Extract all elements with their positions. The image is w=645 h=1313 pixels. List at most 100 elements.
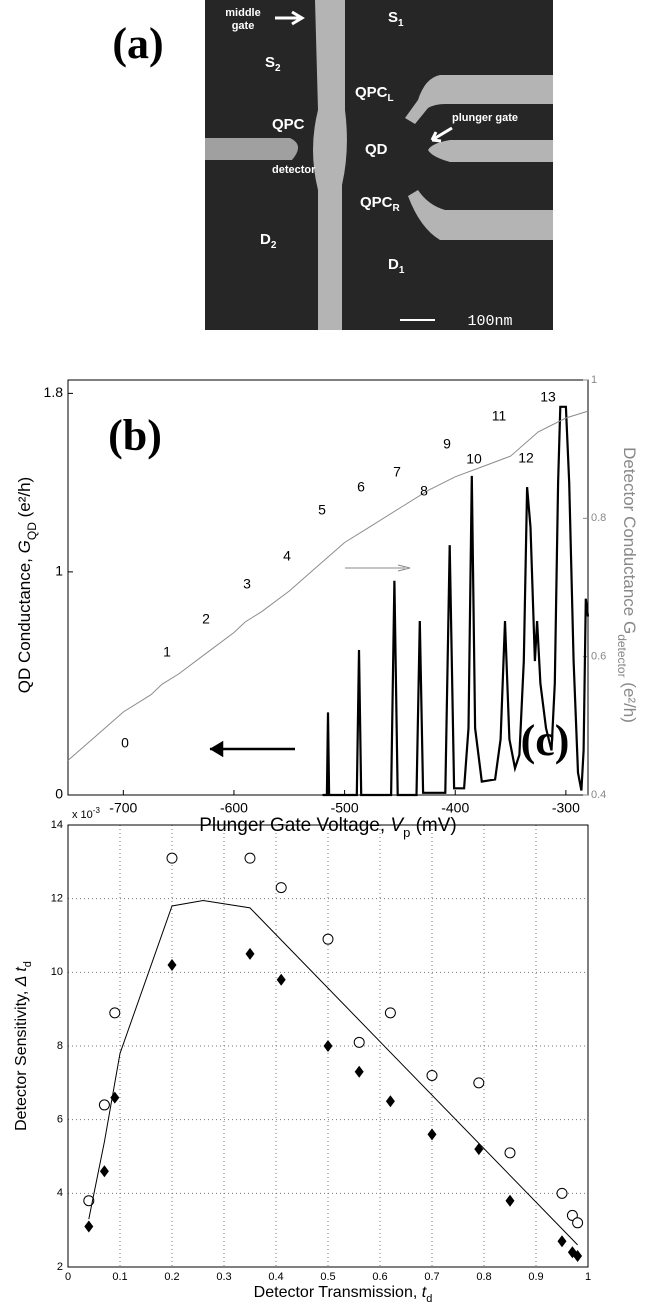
- annotation: 1: [163, 644, 171, 660]
- y2-axis-label-part: (e²/h): [620, 678, 639, 723]
- label: detector: [272, 164, 316, 176]
- x-axis-label-part: (mV): [410, 815, 456, 836]
- x-tick-label: -400: [441, 800, 469, 816]
- y-tick-label: 2: [57, 1261, 63, 1273]
- point: [557, 1235, 567, 1248]
- micrograph: [205, 0, 553, 330]
- point: [572, 1217, 584, 1229]
- point: [322, 933, 334, 945]
- point: [109, 1007, 121, 1019]
- lower-gate: [408, 190, 553, 240]
- y-axis-label-part: QD Conductance,: [15, 553, 34, 693]
- x-tick-label: 0.6: [372, 1271, 387, 1283]
- annotation: 10: [466, 451, 482, 467]
- label-part: S: [265, 54, 275, 71]
- label: middle: [225, 7, 260, 19]
- y-tick-label: 1.8: [44, 384, 64, 400]
- y-axis-label: QD Conductance, GQD (e²/h): [15, 477, 39, 693]
- x-axis-label-part: p: [403, 825, 410, 840]
- point: [473, 1077, 485, 1089]
- upper-gate: [405, 75, 553, 124]
- point: [99, 1165, 109, 1178]
- x-tick-label: 0: [65, 1271, 71, 1283]
- y-axis-label-part: Detector Sensitivity,: [13, 986, 30, 1131]
- fit-line: [88, 899, 578, 1246]
- y-tick-label: 6: [57, 1114, 63, 1126]
- label-part: 1: [398, 18, 404, 29]
- y-tick-label: 0: [55, 786, 63, 802]
- annotation: 2: [202, 611, 210, 627]
- point: [426, 1069, 438, 1081]
- arrow: [430, 126, 453, 143]
- y-tick-label: 14: [51, 819, 63, 831]
- x-axis-label: Plunger Gate Voltage, Vp (mV): [199, 815, 457, 840]
- plunger-gate-shape: [428, 140, 553, 162]
- series-line: [322, 405, 590, 797]
- label: D1: [388, 256, 405, 276]
- label-part: 2: [275, 63, 281, 74]
- y2-tick-label: 0.6: [591, 651, 606, 663]
- axis-exponent-part: -3: [93, 806, 101, 815]
- label-part: D: [388, 256, 399, 273]
- label: QPCR: [360, 194, 401, 214]
- label: QPC: [272, 116, 305, 133]
- y-tick-label: 1: [55, 563, 63, 579]
- plot-frame: [67, 824, 589, 1268]
- axis-exponent-part: x 10: [72, 809, 93, 821]
- annotation: 0: [121, 735, 129, 751]
- point: [276, 973, 286, 986]
- x-tick-label: -600: [220, 800, 248, 816]
- label-part: D: [260, 231, 271, 248]
- point: [98, 1099, 110, 1111]
- label: QD: [365, 141, 388, 158]
- arrow: [209, 740, 295, 758]
- label: gate: [232, 20, 255, 32]
- x-tick-label: 0.7: [424, 1271, 439, 1283]
- y-axis-label-part: Δ t: [13, 967, 30, 988]
- x-tick-label: 0.5: [320, 1271, 335, 1283]
- y-axis-label: Detector Sensitivity, Δ td: [13, 961, 34, 1131]
- point: [166, 852, 178, 864]
- annotation: 8: [420, 483, 428, 499]
- x-tick-label: 0.8: [476, 1271, 491, 1283]
- y-axis-label-part: (e²/h): [15, 477, 34, 522]
- point: [384, 1007, 396, 1019]
- label: QPCL: [355, 84, 394, 104]
- point: [573, 1249, 583, 1262]
- annotation: 13: [540, 389, 556, 405]
- annotation: 3: [243, 576, 251, 592]
- point: [427, 1128, 437, 1141]
- x-axis-label-part: Detector Transmission,: [254, 1284, 422, 1301]
- y-axis-label-part: QD: [25, 522, 39, 540]
- y2-tick-label: 0.8: [591, 512, 606, 524]
- axis-exponent: x 10-3: [72, 806, 100, 821]
- x-tick-label: -300: [552, 800, 580, 816]
- x-axis-label: Detector Transmission, td: [254, 1284, 433, 1305]
- annotation: 6: [357, 479, 365, 495]
- point: [323, 1040, 333, 1052]
- point: [385, 1095, 395, 1108]
- x-tick-label: -500: [331, 800, 359, 816]
- point: [556, 1187, 568, 1199]
- label: S2: [265, 54, 281, 74]
- annotation: 7: [393, 464, 401, 480]
- micrograph-background: [205, 0, 553, 330]
- x-axis-label-part: d: [426, 1293, 432, 1305]
- y-axis-label-part: d: [22, 961, 34, 967]
- detector-gate: [205, 138, 299, 160]
- x-tick-label: 1: [585, 1271, 591, 1283]
- label-part: 1: [399, 265, 405, 276]
- label-part: QPC: [355, 84, 388, 101]
- panel-label: (c): [521, 716, 570, 765]
- annotation: 11: [492, 408, 507, 424]
- x-tick-label: 0.4: [268, 1271, 283, 1283]
- label: 100nm: [467, 313, 512, 330]
- point: [353, 1036, 365, 1048]
- arrow: [345, 564, 411, 572]
- point: [245, 947, 255, 960]
- x-tick-label: -700: [109, 800, 137, 816]
- label-part: 2: [271, 240, 277, 251]
- point: [275, 882, 287, 894]
- panel-label: (a): [112, 19, 163, 68]
